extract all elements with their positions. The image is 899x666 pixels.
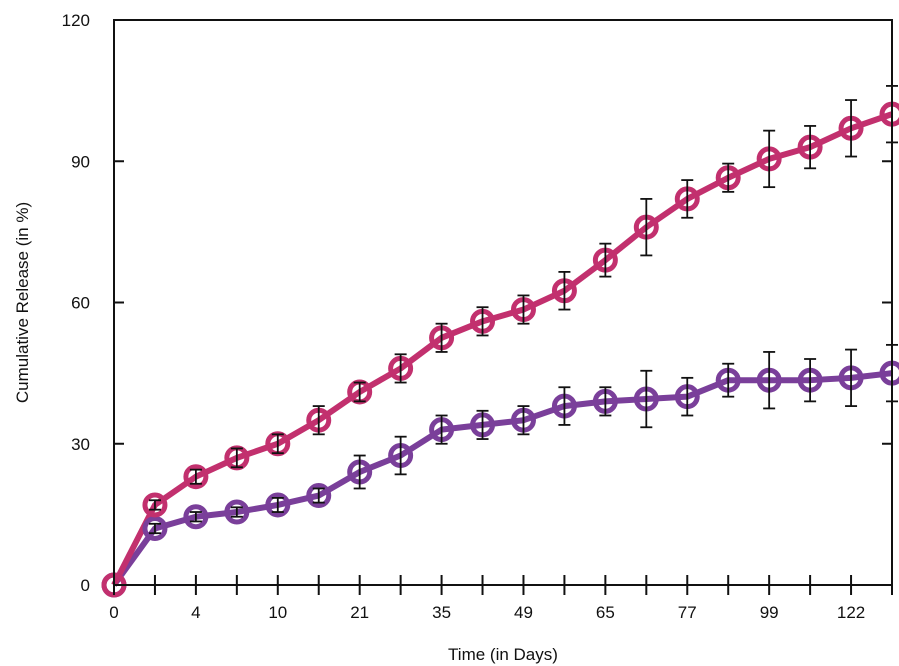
data-point-0 xyxy=(183,464,209,490)
series-lines xyxy=(111,111,893,587)
y-tick-label: 120 xyxy=(62,11,90,30)
x-tick-label: 0 xyxy=(109,603,118,622)
series-line-1 xyxy=(111,370,893,587)
x-axis-label: Time (in Days) xyxy=(448,645,558,664)
x-tick-label: 122 xyxy=(837,603,865,622)
y-tick-label: 60 xyxy=(71,294,90,313)
x-tick-label: 99 xyxy=(760,603,779,622)
y-tick-label: 30 xyxy=(71,435,90,454)
data-point-1 xyxy=(306,483,332,509)
x-tick-label: 77 xyxy=(678,603,697,622)
x-tick-label: 4 xyxy=(191,603,200,622)
x-axis-ticks: 0 4 10 21 35 49 65 77 99 122 xyxy=(109,575,893,622)
x-tick-label: 35 xyxy=(432,603,451,622)
y-axis-ticks: 0 30 60 90 120 xyxy=(62,11,892,595)
data-point-1 xyxy=(142,516,168,541)
y-axis-label: Cumulative Release (in %) xyxy=(13,202,32,403)
data-point-1 xyxy=(224,499,250,525)
x-tick-label: 49 xyxy=(514,603,533,622)
data-point-1 xyxy=(183,504,209,530)
data-point-1 xyxy=(265,492,291,518)
data-point-0 xyxy=(142,492,168,518)
x-tick-label: 21 xyxy=(350,603,369,622)
data-points xyxy=(101,101,899,598)
plot-frame xyxy=(113,19,893,586)
series-line-0 xyxy=(111,111,893,587)
x-tick-label: 10 xyxy=(268,603,287,622)
y-tick-label: 90 xyxy=(71,152,90,171)
y-tick-label: 0 xyxy=(81,576,90,595)
x-tick-label: 65 xyxy=(596,603,615,622)
